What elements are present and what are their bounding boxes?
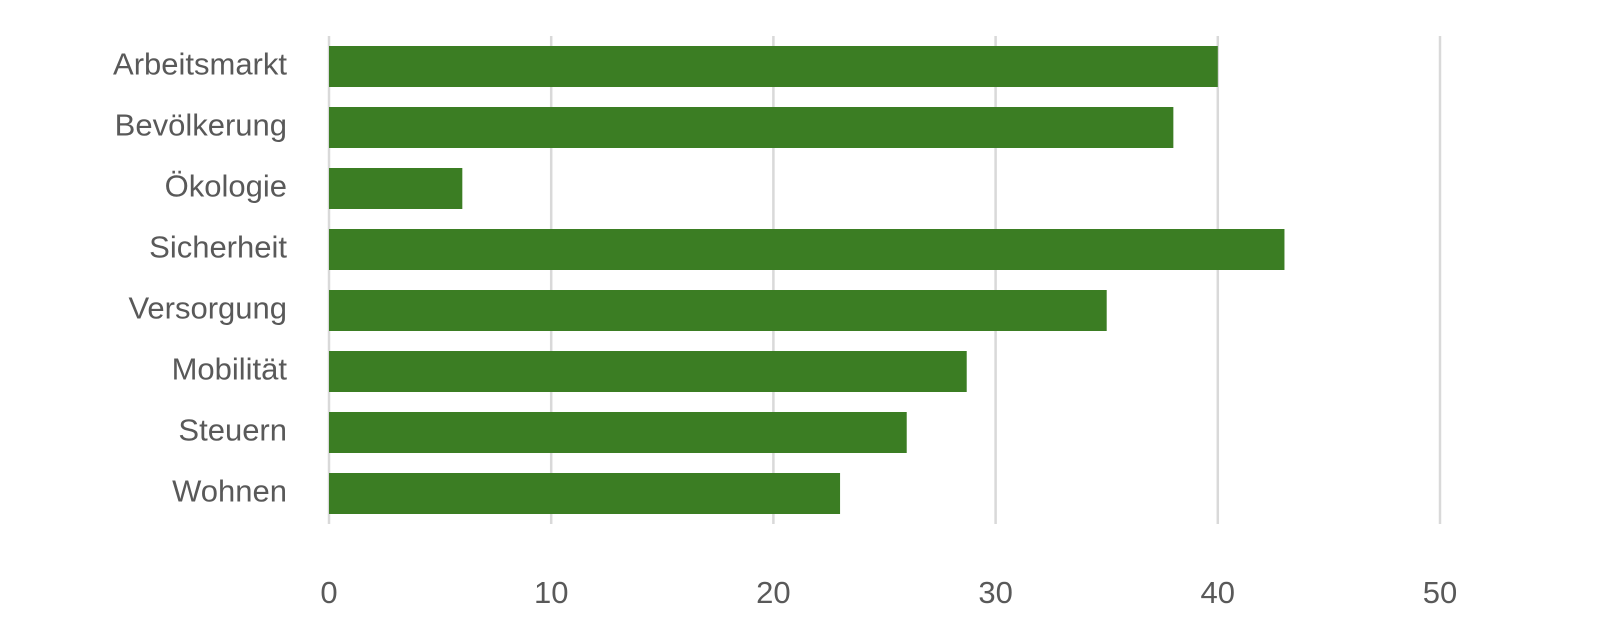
bar-6 xyxy=(329,351,967,392)
category-label-5: Versorgung xyxy=(128,291,287,326)
category-label-6: Mobilität xyxy=(172,352,288,387)
bar-layer xyxy=(329,46,1285,514)
x-tick-label-40: 40 xyxy=(1201,575,1235,610)
bar-8 xyxy=(329,473,841,514)
bar-2 xyxy=(329,107,1174,148)
category-label-3: Ökologie xyxy=(165,169,287,204)
category-label-7: Steuern xyxy=(178,413,287,448)
category-label-1: Arbeitsmarkt xyxy=(113,47,287,82)
x-tick-label-30: 30 xyxy=(978,575,1012,610)
x-tick-label-50: 50 xyxy=(1423,575,1457,610)
category-label-2: Bevölkerung xyxy=(115,108,287,143)
bar-5 xyxy=(329,290,1107,331)
category-label-layer: Arbeitsmarkt Bevölkerung Ökologie Sicherhei… xyxy=(113,47,287,509)
x-axis-tick-layer: 0 10 20 30 40 50 xyxy=(320,575,1457,610)
x-tick-label-0: 0 xyxy=(320,575,337,610)
bar-1 xyxy=(329,46,1218,87)
x-tick-label-20: 20 xyxy=(756,575,790,610)
x-tick-label-10: 10 xyxy=(534,575,568,610)
category-label-4: Sicherheit xyxy=(149,230,287,265)
bar-3 xyxy=(329,168,463,209)
bar-4 xyxy=(329,229,1285,270)
category-label-8: Wohnen xyxy=(172,474,287,509)
bar-7 xyxy=(329,412,907,453)
